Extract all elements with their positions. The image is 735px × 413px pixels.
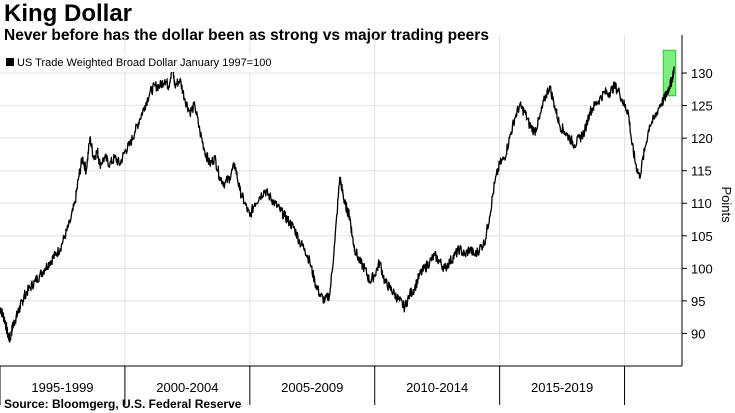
- axis-layer: 90 95 100 105 110 115 120 125 130 1995-1999 2000-2…: [0, 35, 734, 405]
- legend: US Trade Weighted Broad Dollar January 1…: [2, 54, 276, 72]
- y-tick-label: 125: [691, 99, 713, 114]
- x-period-label: 2010-2014: [406, 380, 468, 395]
- line-layer: [0, 64, 675, 343]
- y-axis-title: Points: [719, 186, 734, 223]
- y-tick-label: 95: [691, 294, 705, 309]
- x-period-label: 2005-2009: [281, 380, 343, 395]
- highlight-layer: [662, 49, 677, 97]
- y-tick-label: 130: [691, 66, 713, 81]
- y-tick-label: 90: [691, 326, 705, 341]
- legend-label: US Trade Weighted Broad Dollar January 1…: [17, 57, 271, 69]
- grid-layer: [0, 35, 682, 366]
- highlight-box: [662, 49, 677, 97]
- x-period-label: 1995-1999: [31, 380, 93, 395]
- y-tick-label: 115: [691, 164, 712, 179]
- legend-box: [2, 54, 276, 72]
- source-note: Source: Bloomgerg, U.S. Federal Reserve: [4, 397, 242, 411]
- chart-title: King Dollar: [4, 0, 133, 27]
- y-tick-label: 120: [691, 131, 713, 146]
- series-line: [0, 64, 675, 343]
- x-period-label: 2000-2004: [156, 380, 218, 395]
- y-tick-label: 100: [691, 261, 713, 276]
- y-tick-label: 105: [691, 229, 713, 244]
- legend-swatch: [6, 58, 14, 66]
- x-period-label: 2015-2019: [531, 380, 593, 395]
- y-tick-label: 110: [691, 196, 712, 211]
